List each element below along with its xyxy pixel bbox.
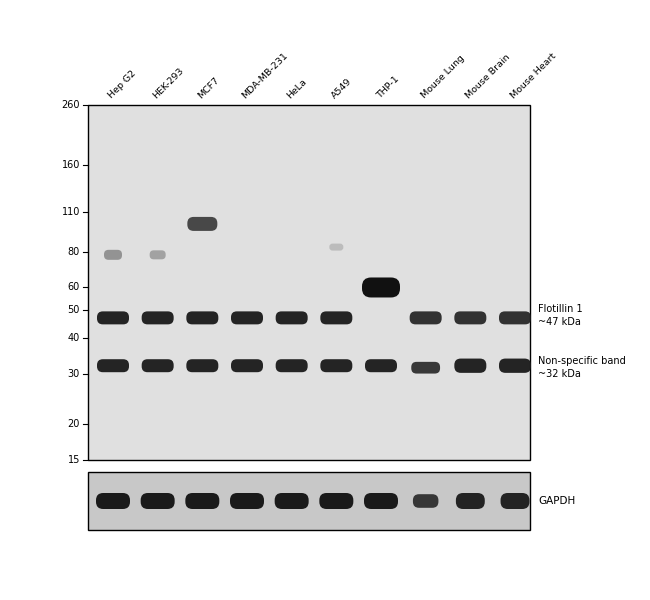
Text: Mouse Heart: Mouse Heart — [509, 51, 558, 100]
FancyBboxPatch shape — [231, 359, 263, 372]
Text: 160: 160 — [62, 160, 80, 170]
FancyBboxPatch shape — [230, 493, 264, 509]
Text: 20: 20 — [68, 419, 80, 429]
Text: MDA-MB-231: MDA-MB-231 — [240, 50, 290, 100]
Text: 60: 60 — [68, 283, 80, 292]
FancyBboxPatch shape — [454, 359, 486, 373]
FancyBboxPatch shape — [320, 311, 352, 325]
Text: 15: 15 — [68, 455, 80, 465]
FancyBboxPatch shape — [97, 311, 129, 325]
FancyBboxPatch shape — [187, 217, 217, 231]
Text: GAPDH: GAPDH — [538, 496, 575, 506]
FancyBboxPatch shape — [150, 250, 166, 259]
Text: HeLa: HeLa — [285, 77, 309, 100]
Text: 80: 80 — [68, 247, 80, 257]
Bar — [88, 472, 530, 530]
FancyBboxPatch shape — [456, 493, 485, 509]
FancyBboxPatch shape — [454, 311, 486, 325]
FancyBboxPatch shape — [410, 311, 441, 325]
FancyBboxPatch shape — [231, 311, 263, 325]
Text: Non-specific band
~32 kDa: Non-specific band ~32 kDa — [538, 356, 626, 379]
Text: 30: 30 — [68, 369, 80, 379]
FancyBboxPatch shape — [142, 311, 174, 325]
Text: 40: 40 — [68, 333, 80, 343]
Text: 110: 110 — [62, 207, 80, 217]
FancyBboxPatch shape — [276, 359, 307, 372]
FancyBboxPatch shape — [500, 493, 530, 509]
FancyBboxPatch shape — [364, 493, 398, 509]
Bar — [88, 105, 530, 460]
Text: HEK-293: HEK-293 — [151, 66, 186, 100]
FancyBboxPatch shape — [365, 359, 397, 372]
Text: Hep G2: Hep G2 — [107, 69, 138, 100]
FancyBboxPatch shape — [104, 250, 122, 260]
Text: MCF7: MCF7 — [196, 75, 221, 100]
FancyBboxPatch shape — [319, 493, 354, 509]
Text: Mouse Lung: Mouse Lung — [419, 53, 466, 100]
Text: 50: 50 — [68, 305, 80, 315]
FancyBboxPatch shape — [187, 311, 218, 325]
FancyBboxPatch shape — [97, 359, 129, 372]
FancyBboxPatch shape — [330, 244, 343, 251]
FancyBboxPatch shape — [275, 493, 309, 509]
FancyBboxPatch shape — [320, 359, 352, 372]
FancyBboxPatch shape — [276, 311, 307, 325]
FancyBboxPatch shape — [142, 359, 174, 372]
FancyBboxPatch shape — [499, 311, 531, 325]
FancyBboxPatch shape — [187, 359, 218, 372]
FancyBboxPatch shape — [185, 493, 219, 509]
Text: Mouse Brain: Mouse Brain — [464, 52, 512, 100]
FancyBboxPatch shape — [411, 362, 440, 374]
Text: 260: 260 — [62, 100, 80, 110]
FancyBboxPatch shape — [413, 494, 438, 508]
Text: A549: A549 — [330, 76, 354, 100]
FancyBboxPatch shape — [140, 493, 175, 509]
FancyBboxPatch shape — [499, 359, 531, 373]
Text: THP-1: THP-1 — [374, 74, 400, 100]
FancyBboxPatch shape — [96, 493, 130, 509]
Text: Flotillin 1
~47 kDa: Flotillin 1 ~47 kDa — [538, 304, 582, 328]
FancyBboxPatch shape — [362, 277, 400, 298]
